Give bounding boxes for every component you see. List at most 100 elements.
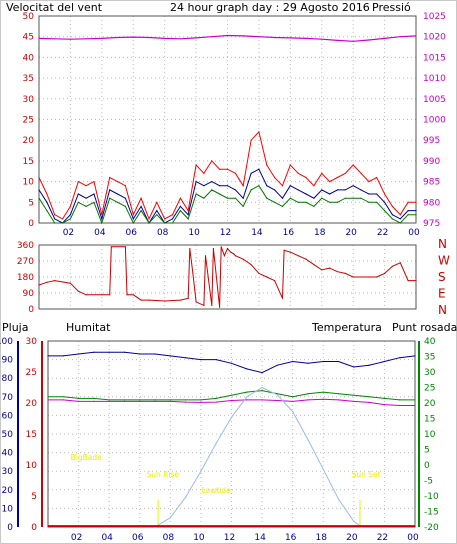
rain-tick-label: 30 bbox=[26, 337, 38, 347]
dewpoint-series-point bbox=[62, 399, 64, 401]
direction-series-point bbox=[132, 294, 134, 296]
temperature-series-point bbox=[322, 391, 324, 393]
wind_avg-series-point bbox=[384, 201, 386, 203]
direction-series-point bbox=[223, 255, 225, 257]
pressure-series-point bbox=[85, 38, 87, 40]
direction-series-point bbox=[101, 294, 103, 296]
pressure-series-point bbox=[132, 36, 134, 38]
gust-series-point bbox=[140, 197, 142, 199]
humidity-tick-label: 60 bbox=[2, 411, 14, 421]
direction-series-point bbox=[242, 258, 244, 260]
gust-series-point bbox=[171, 214, 174, 216]
wind_avg-series-point bbox=[266, 185, 268, 187]
wind_avg-series-point bbox=[101, 218, 103, 220]
humidity-series-point bbox=[215, 359, 217, 361]
direction-series-point bbox=[250, 264, 252, 266]
solar-series-point bbox=[337, 498, 340, 500]
dewpoint-series-point bbox=[169, 400, 171, 402]
rain-tick-label: 0 bbox=[31, 523, 37, 533]
humidity-tick-label: 50 bbox=[2, 430, 14, 440]
temperature-series-point bbox=[414, 399, 416, 401]
wind_avg-series-point bbox=[258, 168, 260, 170]
direction-series-point bbox=[230, 251, 232, 253]
wind_min-series-point bbox=[109, 197, 111, 199]
direction-series-point bbox=[148, 299, 150, 301]
solar-series-point bbox=[276, 394, 278, 396]
hour-tick-label: 12 bbox=[220, 228, 231, 238]
gust-series-point bbox=[321, 172, 323, 174]
wind_avg-series-point bbox=[368, 193, 370, 195]
gust-series-point bbox=[384, 193, 386, 195]
hour-tick-label: 00 bbox=[407, 533, 419, 543]
gust-series-point bbox=[38, 176, 40, 179]
wind_min-series-point bbox=[148, 222, 150, 224]
pressure-tick-label: 1010 bbox=[423, 74, 446, 84]
direction-series-point bbox=[189, 248, 191, 250]
pressure-series-point bbox=[179, 38, 181, 40]
pressure-series-point bbox=[305, 37, 307, 40]
wind_min-series-point bbox=[368, 201, 370, 203]
direction-series-point bbox=[204, 255, 207, 257]
gust-series-point bbox=[187, 210, 189, 212]
temperature-series-point bbox=[246, 391, 248, 393]
wind-pressure-panel: 0510152025303540455097598098599099510001… bbox=[23, 12, 447, 238]
wind-plot-area bbox=[38, 15, 417, 224]
temperature-title: Temperatura bbox=[311, 321, 382, 334]
wind_min-series-point bbox=[77, 201, 79, 203]
direction-series-point bbox=[233, 253, 235, 255]
dewpoint-series-point bbox=[276, 399, 278, 402]
wind_avg-series-point bbox=[289, 185, 291, 187]
gust-series-point bbox=[116, 181, 119, 183]
rain-series-point bbox=[47, 525, 49, 527]
temperature-series-point bbox=[139, 399, 141, 401]
gust-series-point bbox=[289, 164, 291, 166]
dewpoint-series-point bbox=[322, 398, 324, 400]
wind_min-series-point bbox=[399, 222, 401, 224]
solar-series-point bbox=[353, 520, 355, 523]
wind_min-series-point bbox=[336, 201, 339, 203]
temperature-series-point bbox=[353, 394, 355, 396]
humidity-tick-label: 30 bbox=[2, 467, 14, 477]
direction-series-point bbox=[321, 269, 323, 271]
dewpoint-series-point bbox=[47, 399, 49, 401]
direction-series-point bbox=[329, 267, 331, 269]
pressure-tick-label: 980 bbox=[423, 198, 440, 208]
direction-tick-label: 180 bbox=[17, 273, 34, 283]
hour-tick-label: 00 bbox=[408, 228, 420, 238]
wind_min-series-point bbox=[305, 201, 307, 203]
pressure-series-point bbox=[258, 36, 260, 38]
direction-series-point bbox=[289, 251, 291, 253]
direction-series-point bbox=[313, 264, 315, 266]
temperature-series-point bbox=[261, 390, 263, 392]
wind_avg-series-point bbox=[376, 193, 378, 195]
humidity-series-point bbox=[383, 360, 385, 363]
wind_avg-series-point bbox=[179, 205, 181, 207]
temperature-tick-label: -20 bbox=[424, 523, 439, 533]
wind_avg-series-point bbox=[329, 193, 331, 195]
wind_avg-series-point bbox=[274, 189, 276, 191]
hour-tick-label: 08 bbox=[157, 228, 169, 238]
compass-label: W bbox=[438, 254, 450, 268]
pressure-tick-label: 985 bbox=[423, 178, 440, 188]
dewpoint-series-point bbox=[108, 400, 110, 402]
direction-series-point bbox=[38, 284, 40, 286]
pressure-series-point bbox=[399, 36, 401, 38]
direction-series-point bbox=[297, 255, 299, 257]
wind_avg-series-point bbox=[344, 189, 346, 191]
pressure-tick-label: 990 bbox=[423, 157, 440, 167]
dewpoint-series-point bbox=[307, 399, 309, 401]
wind_min-series-point bbox=[289, 197, 291, 199]
pressure-tick-label: 1005 bbox=[423, 95, 446, 105]
direction-series-point bbox=[54, 280, 56, 282]
gust-series-point bbox=[101, 214, 103, 216]
temperature-series-point bbox=[368, 396, 370, 398]
compass-label: S bbox=[438, 270, 446, 284]
direction-series-point bbox=[126, 294, 128, 296]
humidity-tick-label: 90 bbox=[2, 356, 14, 366]
wind_avg-series-point bbox=[407, 210, 409, 212]
gust-series-point bbox=[93, 181, 95, 183]
humidity-series-point bbox=[139, 353, 141, 355]
wind-speed-tick-label: 15 bbox=[23, 157, 34, 167]
wind_min-series-point bbox=[38, 197, 40, 199]
